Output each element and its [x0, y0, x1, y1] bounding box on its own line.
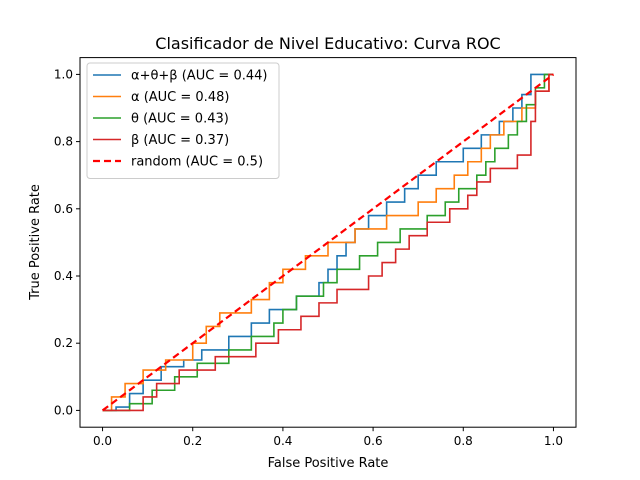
x-tick-label: 1.0	[544, 434, 563, 448]
y-tick-label: 0.2	[54, 336, 73, 350]
y-axis: 0.0 0.2 0.4 0.6 0.8 1.0	[54, 67, 80, 417]
y-tick-label: 0.8	[54, 135, 73, 149]
plot-frame	[79, 57, 577, 428]
x-axis-label: False Positive Rate	[268, 456, 389, 471]
series-line-0	[102, 73, 554, 412]
x-tick-label: 0.4	[273, 434, 292, 448]
y-tick-label: 1.0	[54, 67, 73, 81]
legend-label-2: θ (AUC = 0.43)	[131, 112, 229, 127]
x-tick-label: 0.8	[454, 434, 473, 448]
legend-box	[86, 62, 280, 179]
series-line-4	[101, 73, 555, 412]
y-tick-label: 0.0	[54, 403, 73, 417]
x-tick-label: 0.0	[93, 434, 112, 448]
x-tick-label: 0.2	[183, 434, 202, 448]
x-axis: 0.0 0.2 0.4 0.6 0.8 1.0	[93, 427, 563, 448]
chart-title: Clasificador de Nivel Educativo: Curva R…	[155, 34, 500, 53]
x-tick-label: 0.6	[364, 434, 383, 448]
legend-label-0: α+θ+β (AUC = 0.44)	[131, 69, 267, 84]
legend-label-1: α (AUC = 0.48)	[131, 90, 229, 105]
series-line-2	[102, 73, 554, 412]
series-layer	[101, 73, 555, 412]
legend: α+θ+β (AUC = 0.44) α (AUC = 0.48) θ (AUC =…	[86, 62, 280, 179]
y-tick-label: 0.6	[54, 202, 73, 216]
y-axis-label: True Positive Rate	[28, 184, 43, 301]
legend-label-4: random (AUC = 0.5)	[131, 155, 263, 170]
series-line-1	[102, 73, 554, 412]
legend-label-3: β (AUC = 0.37)	[131, 133, 229, 148]
series-line-3	[102, 73, 554, 412]
y-tick-label: 0.4	[54, 269, 73, 283]
